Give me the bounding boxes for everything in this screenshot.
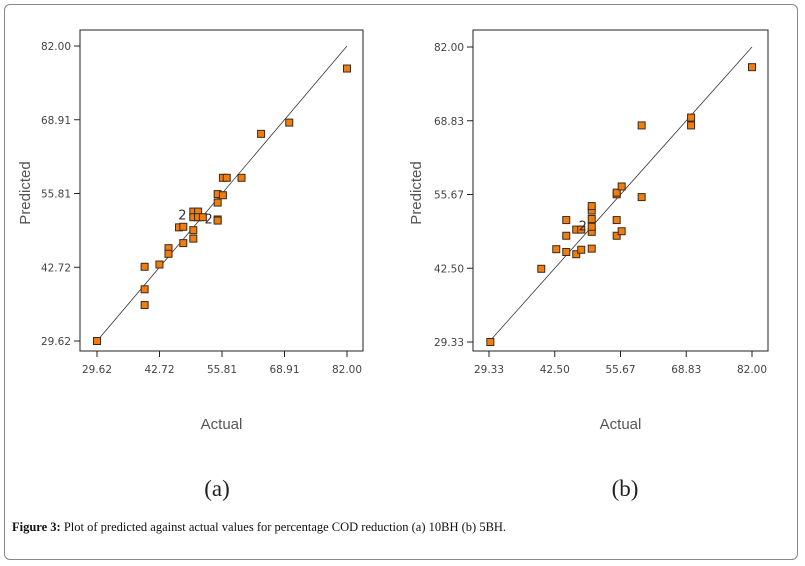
data-point (577, 245, 586, 254)
data-point (562, 216, 571, 225)
data-point (257, 129, 266, 138)
data-point (140, 285, 149, 294)
data-point (577, 225, 586, 234)
y-tick-label: 55.67 (434, 190, 464, 202)
y-tick-label: 82.00 (41, 41, 71, 53)
panel-label: (a) (204, 476, 230, 501)
point-count-label: 2 (178, 208, 186, 223)
data-point (617, 227, 626, 236)
data-point (587, 222, 596, 231)
data-point (587, 244, 596, 253)
data-point (587, 214, 596, 223)
y-tick-label: 55.81 (41, 189, 71, 201)
x-tick-label: 68.83 (671, 364, 701, 376)
data-point (189, 234, 198, 243)
x-tick-label: 55.81 (207, 364, 237, 376)
data-point (612, 231, 621, 240)
panel-label: (b) (612, 476, 639, 501)
point-count-label: 2 (579, 220, 587, 235)
data-point (343, 64, 351, 73)
data-point (213, 198, 222, 207)
x-tick-label: 42.50 (540, 364, 570, 376)
x-tick-label: 82.00 (332, 364, 362, 376)
y-axis-label: Predicted (408, 161, 425, 224)
data-point (687, 121, 696, 130)
y-tick-label: 29.62 (41, 336, 71, 348)
data-point (218, 191, 227, 200)
data-point (93, 337, 101, 345)
data-point (164, 249, 173, 258)
data-point (486, 338, 495, 346)
data-point (637, 121, 646, 130)
data-point (687, 113, 696, 122)
y-tick-label: 29.33 (434, 337, 464, 349)
chart-panel-a: 29.62 42.72 55.81 68.91 82.00 29.62 42.72 55.81… (17, 29, 364, 501)
y-tick-label: 42.72 (41, 262, 71, 274)
data-point (155, 260, 164, 269)
data-point (748, 63, 756, 72)
chart-panel-b: 29.33 42.50 55.67 68.83 82.00 29.33 42.50 55.67… (408, 29, 769, 501)
data-point (179, 222, 188, 231)
data-point (537, 264, 546, 273)
data-point (617, 182, 626, 191)
data-point (562, 231, 571, 240)
data-point (213, 216, 222, 225)
x-tick-label: 82.00 (737, 364, 767, 376)
data-point (222, 173, 231, 182)
x-tick-label: 68.91 (269, 364, 299, 376)
data-point (572, 250, 581, 259)
data-point (179, 239, 188, 248)
y-tick-label: 82.00 (434, 42, 464, 54)
data-point (612, 188, 621, 197)
figure-caption: Figure 3: Plot of predicted against actu… (12, 520, 506, 535)
data-point (562, 247, 571, 256)
point-count-label: 2 (204, 212, 212, 227)
x-axis-label: Actual (201, 416, 243, 433)
data-point (237, 173, 246, 182)
x-tick-label: 29.33 (474, 364, 504, 376)
x-axis-label: Actual (600, 416, 642, 433)
data-point (140, 301, 149, 310)
x-tick-label: 29.62 (82, 364, 112, 376)
data-point (198, 213, 207, 222)
data-point (189, 226, 198, 235)
figure-border (4, 4, 798, 560)
data-point (552, 245, 561, 254)
caption-text: Plot of predicted against actual values … (60, 520, 507, 534)
y-tick-label: 42.50 (434, 263, 464, 275)
x-tick-label: 55.67 (605, 364, 635, 376)
y-tick-label: 68.83 (434, 116, 464, 128)
y-axis-label: Predicted (17, 161, 34, 224)
data-point (612, 216, 621, 225)
caption-label: Figure 3: (12, 520, 61, 534)
data-point (140, 262, 149, 271)
data-point (637, 193, 646, 202)
y-tick-label: 68.91 (41, 115, 71, 127)
data-point (587, 202, 596, 211)
x-tick-label: 42.72 (144, 364, 174, 376)
data-point (285, 118, 294, 127)
